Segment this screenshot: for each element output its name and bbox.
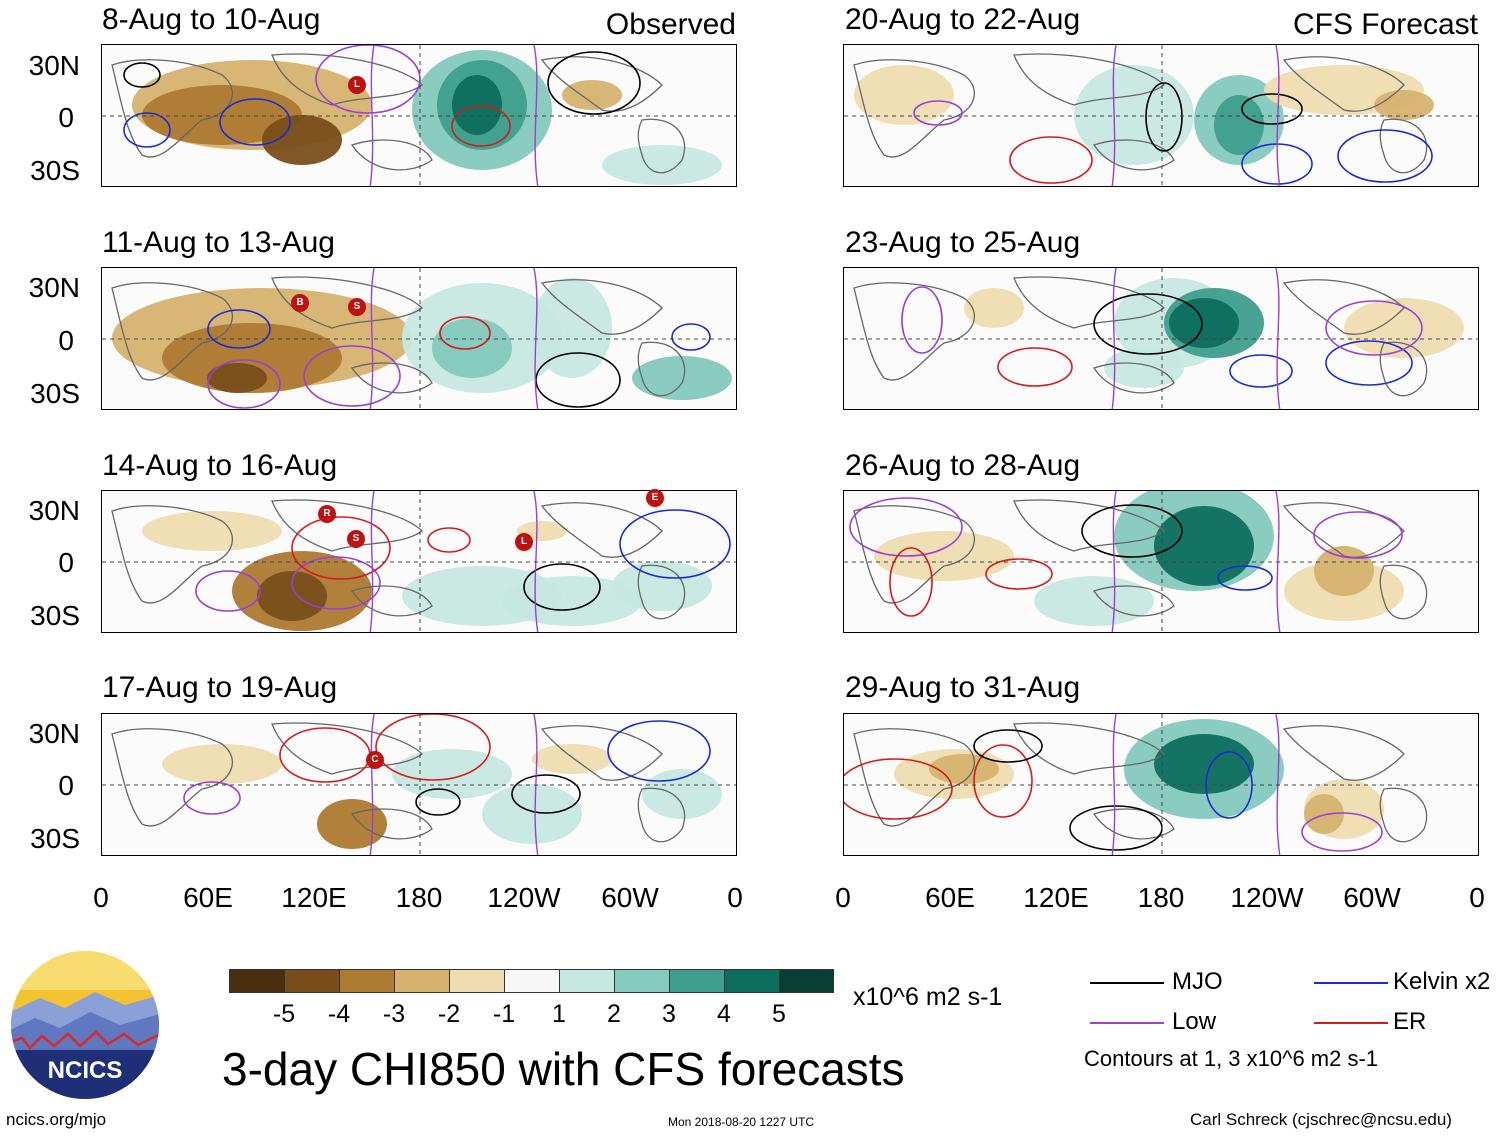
colorbar-label: -2 bbox=[437, 1000, 461, 1028]
lon-tick-0: 0 bbox=[835, 882, 851, 913]
storm-marker: C bbox=[366, 751, 384, 769]
colorbar-label: -4 bbox=[327, 1000, 351, 1028]
panel-title-left-1: 8-Aug to 10-Aug bbox=[102, 3, 321, 36]
colorbar-cell bbox=[394, 969, 450, 993]
legend-note: Contours at 1, 3 x10^6 m2 s-1 bbox=[1084, 1046, 1379, 1071]
lon-tick-120w: 120W bbox=[487, 882, 561, 913]
footer-timestamp: Mon 2018-08-20 1227 UTC bbox=[668, 1115, 815, 1129]
legend-mjo-line bbox=[1090, 982, 1164, 984]
lon-tick-60e: 60E bbox=[925, 882, 975, 913]
lon-tick-0: 0 bbox=[93, 882, 109, 913]
lat-tick-30n: 30N bbox=[28, 50, 80, 81]
footer-url[interactable]: ncics.org/mjo bbox=[6, 1110, 107, 1129]
lat-tick-30n: 30N bbox=[28, 272, 80, 303]
map-panel-right-2 bbox=[843, 267, 1479, 410]
lon-tick-180: 180 bbox=[1137, 882, 1185, 913]
colorbar-cell bbox=[779, 969, 834, 993]
panel-title-right-4: 29-Aug to 31-Aug bbox=[845, 671, 1081, 704]
map-panel-left-2 bbox=[101, 267, 737, 410]
colorbar-cell bbox=[284, 969, 340, 993]
lon-tick-120w: 120W bbox=[1230, 882, 1304, 913]
legend-kelvin-line bbox=[1314, 982, 1388, 984]
lon-tick-120e: 120E bbox=[281, 882, 347, 913]
panel-title-left-3: 14-Aug to 16-Aug bbox=[102, 449, 338, 482]
lat-tick-0: 0 bbox=[58, 770, 74, 801]
footer-author: Carl Schreck (cjschrec@ncsu.edu) bbox=[1190, 1110, 1452, 1129]
main-title: 3-day CHI850 with CFS forecasts bbox=[222, 1043, 905, 1095]
map-panel-right-3 bbox=[843, 490, 1479, 633]
legend-mjo-label: MJO bbox=[1172, 968, 1223, 995]
storm-marker: S bbox=[347, 530, 365, 548]
legend-er-line bbox=[1314, 1022, 1388, 1024]
observed-label: Observed bbox=[605, 8, 736, 41]
panel-title-left-2: 11-Aug to 13-Aug bbox=[102, 226, 335, 259]
colorbar-label: -3 bbox=[382, 1000, 406, 1028]
lat-tick-0: 0 bbox=[58, 547, 74, 578]
colorbar-label: -1 bbox=[492, 1000, 516, 1028]
colorbar-cell bbox=[614, 969, 670, 993]
lon-tick-0-end: 0 bbox=[727, 882, 743, 913]
colorbar-label: 2 bbox=[607, 1000, 621, 1028]
map-panel-left-4 bbox=[101, 713, 737, 856]
lon-tick-60w: 60W bbox=[601, 882, 659, 913]
lat-tick-30s: 30S bbox=[30, 378, 80, 409]
colorbar-label: 4 bbox=[717, 1000, 731, 1028]
colorbar-label: 1 bbox=[552, 1000, 566, 1028]
legend-kelvin-label: Kelvin x2 bbox=[1393, 968, 1491, 995]
lat-tick-30s: 30S bbox=[30, 600, 80, 631]
panel-title-right-2: 23-Aug to 25-Aug bbox=[845, 226, 1081, 259]
colorbar-cell bbox=[504, 969, 560, 993]
legend-low-line bbox=[1090, 1022, 1164, 1024]
lat-tick-30n: 30N bbox=[28, 718, 80, 749]
colorbar-label: 5 bbox=[772, 1000, 786, 1028]
legend-er-label: ER bbox=[1393, 1008, 1427, 1035]
panel-title-right-3: 26-Aug to 28-Aug bbox=[845, 449, 1081, 482]
lon-tick-60w: 60W bbox=[1343, 882, 1401, 913]
lat-tick-30n: 30N bbox=[28, 495, 80, 526]
panel-title-left-4: 17-Aug to 19-Aug bbox=[102, 671, 338, 704]
colorbar-cell bbox=[449, 969, 505, 993]
lat-tick-30s: 30S bbox=[30, 823, 80, 854]
colorbar-cell bbox=[669, 969, 725, 993]
lon-tick-180: 180 bbox=[395, 882, 443, 913]
lon-tick-0-end: 0 bbox=[1469, 882, 1485, 913]
lat-tick-0: 0 bbox=[58, 102, 74, 133]
storm-marker: S bbox=[348, 298, 366, 316]
map-panel-right-4 bbox=[843, 713, 1479, 856]
storm-marker: L bbox=[348, 76, 366, 94]
map-panel-left-1 bbox=[101, 44, 737, 187]
lon-tick-60e: 60E bbox=[183, 882, 233, 913]
storm-marker: L bbox=[515, 533, 533, 551]
lon-tick-120e: 120E bbox=[1023, 882, 1089, 913]
panel-title-right-1: 20-Aug to 22-Aug bbox=[845, 3, 1081, 36]
colorbar-cell bbox=[724, 969, 780, 993]
storm-marker: R bbox=[318, 505, 336, 523]
colorbar-cell bbox=[229, 969, 285, 993]
storm-marker: E bbox=[646, 489, 664, 507]
colorbar-units: x10^6 m2 s-1 bbox=[853, 983, 1003, 1011]
map-panel-right-1 bbox=[843, 44, 1479, 187]
cfs-forecast-label: CFS Forecast bbox=[1292, 8, 1478, 41]
lat-tick-0: 0 bbox=[58, 325, 74, 356]
colorbar-cell bbox=[339, 969, 395, 993]
map-panel-left-3 bbox=[101, 490, 737, 633]
colorbar-label: 3 bbox=[662, 1000, 676, 1028]
ncics-logo: NCICS bbox=[10, 950, 160, 1100]
legend-low-label: Low bbox=[1172, 1008, 1217, 1035]
logo-text: NCICS bbox=[48, 1057, 123, 1084]
lat-tick-30s: 30S bbox=[30, 155, 80, 186]
storm-marker: B bbox=[291, 294, 309, 312]
colorbar-cell bbox=[559, 969, 615, 993]
colorbar-label: -5 bbox=[272, 1000, 296, 1028]
